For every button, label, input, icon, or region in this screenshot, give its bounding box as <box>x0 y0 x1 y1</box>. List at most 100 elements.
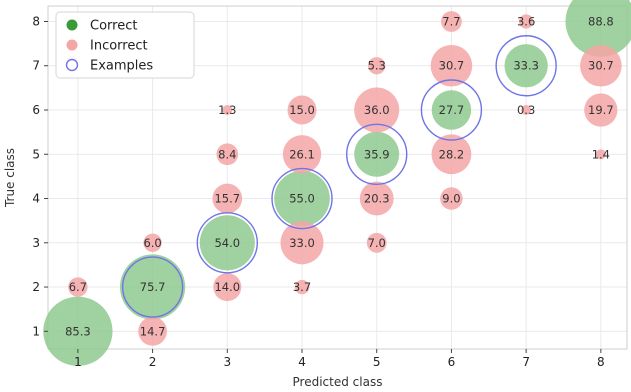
data-label: 88.8 <box>588 14 614 28</box>
x-tick-label: 7 <box>522 355 530 369</box>
x-axis-ticks: 1 2 3 4 5 6 7 8 <box>74 349 605 369</box>
example-ring <box>121 256 184 318</box>
data-label: 9.0 <box>442 192 460 206</box>
incorrect-bubble <box>216 143 239 166</box>
data-label: 8.4 <box>218 147 236 161</box>
incorrect-bubble <box>519 14 534 29</box>
incorrect-bubble <box>521 105 532 116</box>
y-tick-label: 5 <box>32 147 40 161</box>
correct-bubble <box>504 44 548 88</box>
y-tick-label: 4 <box>32 192 40 206</box>
correct-bubble <box>431 90 472 130</box>
x-tick-label: 2 <box>149 355 157 369</box>
data-label: 6.0 <box>143 236 161 250</box>
data-label: 85.3 <box>65 324 91 338</box>
incorrect-bubble <box>222 105 233 116</box>
data-label: 54.0 <box>214 236 240 250</box>
data-label: 3.6 <box>517 14 535 28</box>
series-incorrect <box>68 11 622 346</box>
correct-bubble <box>199 215 255 271</box>
incorrect-bubble <box>138 316 167 346</box>
correct-bubble <box>354 131 400 177</box>
incorrect-bubble <box>359 181 394 216</box>
correct-bubble <box>565 0 631 57</box>
data-label: 19.7 <box>588 103 614 117</box>
y-tick-label: 1 <box>32 324 40 338</box>
data-label: 0.3 <box>517 103 535 117</box>
incorrect-bubble <box>431 134 472 175</box>
data-label: 33.0 <box>289 236 315 250</box>
data-label: 15.0 <box>289 103 315 117</box>
legend: Correct Incorrect Examples <box>55 11 195 79</box>
incorrect-bubble <box>68 277 88 297</box>
data-label: 20.3 <box>364 192 390 206</box>
incorrect-bubble <box>580 44 622 87</box>
data-label: 30.7 <box>588 59 614 73</box>
incorrect-bubble <box>584 93 618 127</box>
data-label: 7.0 <box>368 236 386 250</box>
legend-box <box>55 11 195 79</box>
incorrect-bubble <box>354 87 400 133</box>
data-label: 3.7 <box>293 280 311 294</box>
incorrect-bubble <box>430 44 473 87</box>
series-examples <box>121 35 557 318</box>
y-axis-ticks: 1 2 3 4 5 6 7 8 <box>32 14 48 338</box>
data-label: 27.7 <box>439 103 465 117</box>
data-label: 15.7 <box>214 192 240 206</box>
incorrect-bubble <box>143 233 162 252</box>
y-tick-label: 3 <box>32 236 40 250</box>
x-tick-label: 4 <box>298 355 306 369</box>
data-label: 6.7 <box>69 280 87 294</box>
data-label: 14.7 <box>140 324 166 338</box>
incorrect-bubble <box>595 149 606 160</box>
incorrect-bubble <box>213 273 242 302</box>
example-ring <box>271 167 333 230</box>
legend-marker-correct <box>66 19 78 31</box>
data-label: 33.3 <box>513 59 539 73</box>
data-label: 5.3 <box>368 59 386 73</box>
y-axis-title: True class <box>3 148 17 208</box>
data-label: 26.1 <box>289 147 315 161</box>
incorrect-bubble <box>294 279 310 295</box>
y-tick-label: 6 <box>32 103 40 117</box>
incorrect-bubble <box>366 232 387 253</box>
data-label: 30.7 <box>439 59 465 73</box>
data-labels: 85.3 75.7 54.0 55.0 35.9 27.7 33.3 88.8 14.7 6.7 1… <box>65 14 614 338</box>
incorrect-bubble <box>282 135 322 174</box>
data-label: 28.2 <box>439 147 465 161</box>
incorrect-bubble <box>440 187 463 210</box>
x-tick-label: 6 <box>448 355 456 369</box>
incorrect-bubble <box>368 57 386 75</box>
example-ring <box>196 212 259 274</box>
correct-bubble <box>43 296 113 366</box>
correct-bubble <box>274 170 330 227</box>
y-tick-label: 8 <box>32 14 40 28</box>
example-ring <box>346 123 408 185</box>
legend-marker-examples <box>65 58 79 72</box>
x-tick-label: 8 <box>597 355 605 369</box>
data-label: 35.9 <box>364 147 390 161</box>
correct-bubble <box>119 254 186 320</box>
incorrect-bubble <box>280 221 324 265</box>
incorrect-bubble <box>287 95 317 125</box>
incorrect-bubble <box>441 11 462 32</box>
data-label: 55.0 <box>289 192 315 206</box>
data-label: 75.7 <box>140 280 166 294</box>
x-tick-label: 3 <box>223 355 231 369</box>
y-tick-label: 7 <box>32 59 40 73</box>
legend-label-correct: Correct <box>90 19 137 34</box>
x-axis-title: Predicted class <box>293 375 383 389</box>
incorrect-bubble <box>212 183 243 214</box>
x-tick-label: 1 <box>74 355 82 369</box>
example-ring <box>420 79 483 141</box>
legend-label-incorrect: Incorrect <box>90 39 148 54</box>
legend-label-examples: Examples <box>90 59 153 74</box>
data-label: 36.0 <box>364 103 390 117</box>
series-correct <box>43 0 631 366</box>
data-label: 1.3 <box>218 103 236 117</box>
x-tick-label: 5 <box>373 355 381 369</box>
legend-marker-incorrect <box>66 39 78 51</box>
example-ring <box>495 35 557 97</box>
plot-frame <box>47 5 628 350</box>
